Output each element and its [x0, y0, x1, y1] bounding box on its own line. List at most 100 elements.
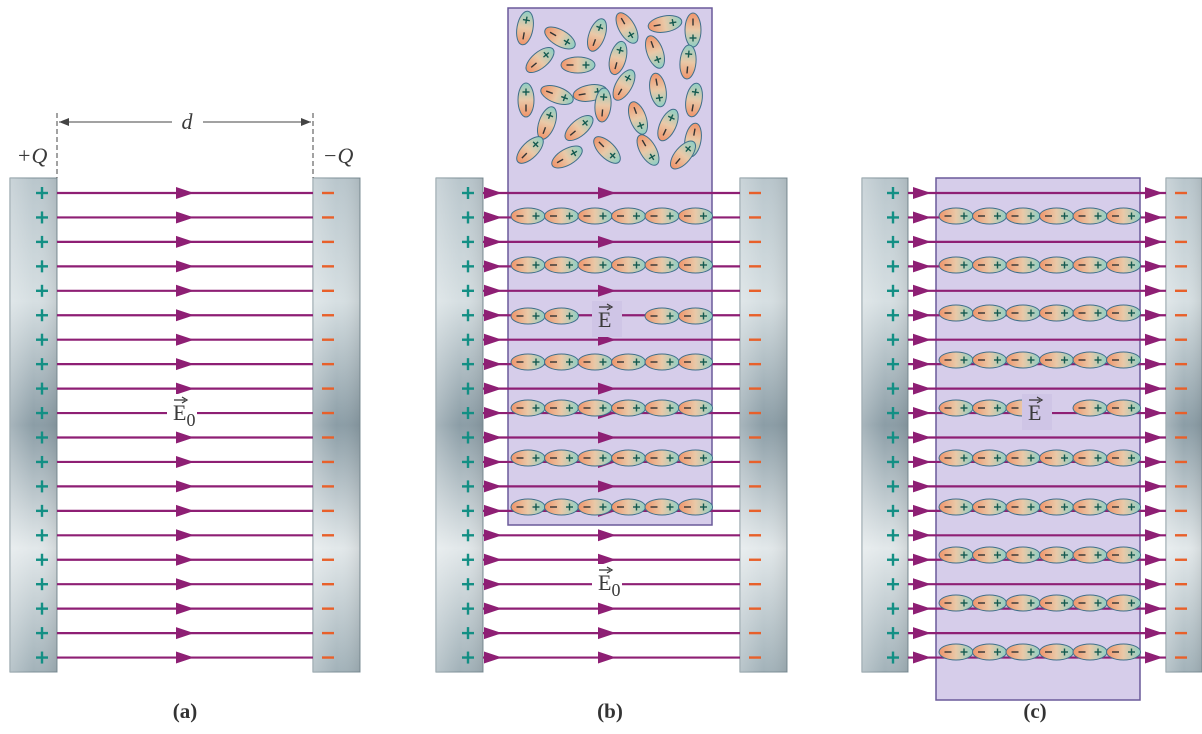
arrowhead [484, 456, 502, 468]
dipole [545, 257, 579, 273]
dipole [545, 499, 579, 515]
dipole-body [545, 400, 579, 416]
dipole-body [679, 354, 713, 370]
dipole [1040, 305, 1074, 321]
dipole [612, 354, 646, 370]
caption: (b) [597, 699, 623, 723]
dipole-body [511, 499, 545, 515]
arrowhead [913, 578, 931, 590]
dipole [545, 354, 579, 370]
dipole-body [973, 208, 1007, 224]
arrowhead [598, 529, 616, 541]
dipole [939, 257, 973, 273]
arrowhead [1145, 187, 1163, 199]
dipole-body [973, 499, 1007, 515]
field-label: E [592, 301, 622, 337]
field-label: E [1022, 394, 1052, 430]
dipole-body [1040, 352, 1074, 368]
dipole [685, 13, 701, 47]
dipole [939, 352, 973, 368]
arrowhead [484, 334, 502, 346]
dipole [679, 257, 713, 273]
dipole [1073, 499, 1107, 515]
subscript: 0 [611, 580, 620, 600]
dipole [973, 595, 1007, 611]
arrowhead [598, 627, 616, 639]
dipole [1040, 352, 1074, 368]
arrowhead [913, 383, 931, 395]
arrowhead [913, 309, 931, 321]
dipole [1040, 257, 1074, 273]
plate-shade [740, 178, 787, 672]
arrowhead [598, 652, 616, 664]
dipole-body [511, 257, 545, 273]
dipole-body [1040, 644, 1074, 660]
arrowhead [176, 652, 194, 664]
dipole [973, 305, 1007, 321]
dipole [1073, 400, 1107, 416]
arrowhead [913, 652, 931, 664]
arrowhead [913, 603, 931, 615]
dipole [939, 595, 973, 611]
dipole [973, 257, 1007, 273]
dipole [1040, 208, 1074, 224]
dipole-body [1073, 499, 1107, 515]
charge-label: −Q [323, 143, 354, 168]
arrowhead [913, 358, 931, 370]
dipole [578, 499, 612, 515]
arrowhead [484, 578, 502, 590]
dipole [645, 450, 679, 466]
dipole [511, 308, 545, 324]
arrowhead [484, 603, 502, 615]
dipole [511, 257, 545, 273]
dipole-body [939, 400, 973, 416]
dipole-body [679, 400, 713, 416]
dipole-body [511, 208, 545, 224]
arrowhead [484, 627, 502, 639]
capacitor-plate [10, 178, 57, 672]
dipole [1073, 644, 1107, 660]
arrowhead [913, 554, 931, 566]
arrowhead [913, 432, 931, 444]
dipole-body [973, 644, 1007, 660]
dipole-body [1073, 547, 1107, 563]
dipole-body [1073, 352, 1107, 368]
dipole-body [939, 547, 973, 563]
arrowhead [484, 285, 502, 297]
dipole-body [939, 644, 973, 660]
dimension-arrow [301, 118, 311, 126]
symbol: E [598, 307, 611, 332]
dipole [1073, 547, 1107, 563]
dipole-body [1107, 547, 1141, 563]
dipole-body [1073, 450, 1107, 466]
dipole [1040, 547, 1074, 563]
arrowhead [1145, 456, 1163, 468]
dipole-body [1040, 499, 1074, 515]
dipole-body [545, 308, 579, 324]
arrowhead [484, 480, 502, 492]
dipole-body [1107, 352, 1141, 368]
dipole-body [612, 499, 646, 515]
dipole [1040, 450, 1074, 466]
dipole-body [1107, 499, 1141, 515]
dipole [1006, 208, 1040, 224]
arrowhead [176, 187, 194, 199]
dipole-body [1107, 305, 1141, 321]
dipole [973, 450, 1007, 466]
dipole [1107, 257, 1141, 273]
dipole-body [612, 208, 646, 224]
dipole-body [1006, 547, 1040, 563]
dipole-body [939, 352, 973, 368]
dipole-body [1040, 257, 1074, 273]
dipole-body [1040, 595, 1074, 611]
dipole-body [1107, 400, 1141, 416]
dipole [612, 400, 646, 416]
dipole-body [1040, 547, 1074, 563]
arrowhead [1145, 480, 1163, 492]
dipole [939, 499, 973, 515]
dipole [1040, 499, 1074, 515]
arrowhead [484, 554, 502, 566]
dipole-body [511, 450, 545, 466]
dipole-body [939, 208, 973, 224]
dipole-body [578, 208, 612, 224]
